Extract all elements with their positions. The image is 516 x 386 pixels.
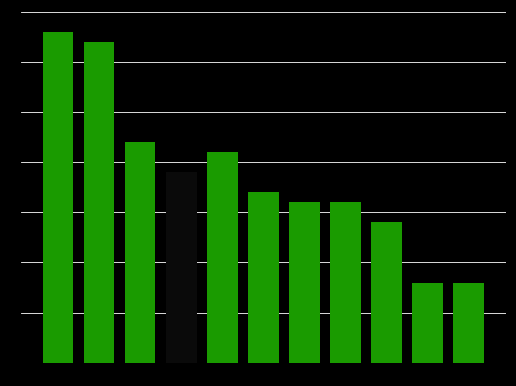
Bar (330, 202, 361, 363)
Bar (125, 142, 155, 363)
Bar (248, 192, 279, 363)
Bar (207, 152, 237, 363)
Bar (453, 283, 483, 363)
Bar (289, 202, 319, 363)
Bar (43, 32, 73, 363)
Bar (371, 222, 401, 363)
Bar (166, 172, 197, 363)
Bar (84, 42, 115, 363)
Bar (412, 283, 443, 363)
